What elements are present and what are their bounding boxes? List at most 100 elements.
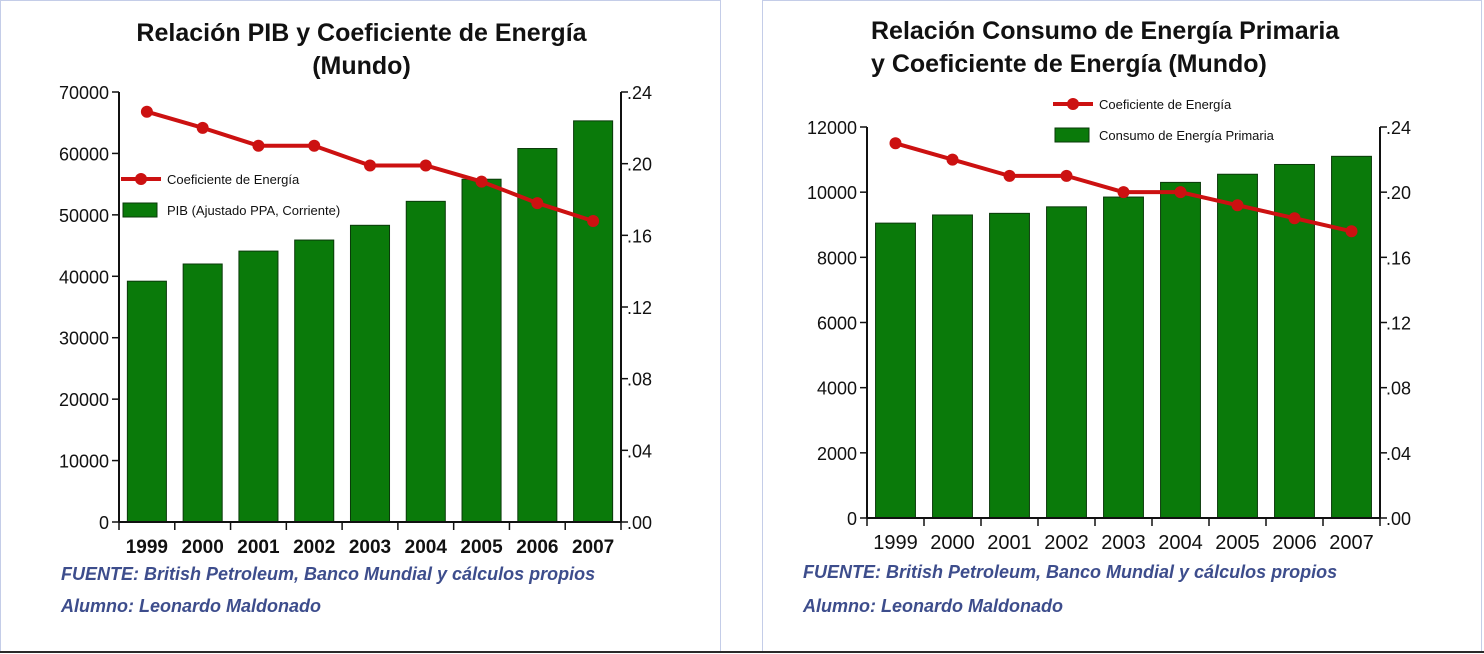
y-left-tick-label: 8000 — [817, 248, 857, 268]
source-note: FUENTE: British Petroleum, Banco Mundial… — [61, 564, 596, 584]
legend-label-line: Coeficiente de Energía — [1099, 97, 1232, 112]
legend-line-marker — [1067, 98, 1079, 110]
bar — [932, 214, 973, 519]
bar — [989, 212, 1030, 519]
y-right-tick-label: .04 — [627, 441, 652, 461]
x-tick-label: 2001 — [987, 532, 1032, 554]
y-right-tick-label: .00 — [627, 513, 652, 533]
bar — [1217, 173, 1258, 519]
bar — [182, 263, 223, 523]
bar — [349, 224, 391, 523]
y-left-tick-label: 0 — [99, 513, 109, 533]
chart-title-line-2: (Mundo) — [312, 52, 411, 80]
x-tick-label: 2007 — [572, 537, 614, 558]
bar — [573, 120, 614, 523]
coeficiente-point — [1003, 169, 1016, 182]
x-tick-label: 2004 — [1158, 532, 1203, 554]
bar — [126, 280, 167, 523]
coeficiente-point — [889, 137, 902, 150]
x-tick-label: 2005 — [1215, 532, 1260, 554]
coeficiente-point — [1174, 186, 1187, 199]
bar — [1046, 206, 1087, 519]
legend-bar-swatch — [1054, 127, 1090, 143]
chart-panel-consumo: Relación Consumo de Energía Primaria y C… — [762, 0, 1482, 652]
bar — [1103, 196, 1144, 519]
bottom-border — [0, 651, 1484, 653]
author-note: Alumno: Leonardo Maldonado — [803, 596, 1063, 616]
chart-title-line-2: y Coeficiente de Energía (Mundo) — [871, 50, 1267, 78]
x-tick-label: 2005 — [460, 537, 503, 558]
y-left-tick-label: 30000 — [59, 329, 109, 349]
y-left-tick-label: 2000 — [817, 444, 857, 464]
bar — [875, 222, 916, 519]
x-tick-label: 2000 — [182, 537, 224, 558]
x-tick-label: 2003 — [349, 537, 391, 558]
pib-energy-chart: 0 10000 20000 30000 40000 50000 60000 70000 .00.… — [59, 83, 652, 558]
coeficiente-point — [419, 159, 432, 172]
coeficiente-point — [364, 159, 376, 172]
y-left-tick-label: 20000 — [59, 390, 109, 410]
coeficiente-point — [252, 139, 265, 152]
chart-title: Relación Consumo de Energía Primaria y C… — [871, 15, 1339, 81]
y-right-tick-label: .16 — [627, 226, 652, 246]
x-tick-label: 2003 — [1101, 532, 1146, 554]
coeficiente-point — [1288, 212, 1301, 225]
coeficiente-point — [1345, 225, 1358, 238]
coeficiente-point — [1060, 169, 1073, 182]
y-right-tick-label: .20 — [1386, 183, 1411, 203]
coeficiente-point — [196, 121, 209, 134]
y-right-tick-label: .24 — [627, 83, 652, 103]
coeficiente-point — [587, 215, 600, 227]
chart-title: Relación PIB y Coeficiente de Energía (M… — [1, 17, 722, 83]
y-left-tick-label: 70000 — [59, 83, 109, 103]
y-left-tick-label: 10000 — [59, 452, 109, 472]
x-tick-label: 2006 — [516, 537, 558, 558]
x-tick-label: 1999 — [126, 537, 168, 558]
x-tick-label: 2001 — [237, 537, 280, 558]
y-left-tick-label: 40000 — [59, 267, 109, 287]
x-tick-label: 2002 — [1044, 532, 1089, 554]
y-right-tick-label: .24 — [1386, 118, 1411, 138]
y-left-tick-label: 50000 — [59, 206, 109, 226]
y-left-tick-label: 12000 — [807, 118, 857, 138]
bar — [1331, 155, 1372, 519]
coeficiente-point — [946, 153, 959, 166]
source-note: FUENTE: British Petroleum, Banco Mundial… — [803, 562, 1338, 582]
coeficiente-point — [1117, 186, 1130, 199]
y-right-tick-label: .12 — [627, 298, 652, 318]
y-left-tick-label: 6000 — [817, 314, 857, 334]
y-left-tick-label: 10000 — [807, 183, 857, 203]
bar — [238, 250, 279, 523]
x-tick-label: 2006 — [1272, 532, 1317, 554]
y-right-tick-label: .08 — [627, 370, 652, 390]
consumo-energy-chart: 0 2000 4000 6000 8000 10000 12000 .00 .04 .08 .12.… — [807, 97, 1411, 554]
coeficiente-point — [308, 139, 321, 152]
x-tick-label: 2004 — [405, 537, 448, 558]
y-right-tick-label: .04 — [1386, 444, 1411, 464]
legend-line-marker — [135, 173, 147, 185]
legend-label-bar: Consumo de Energía Primaria — [1099, 128, 1275, 143]
coeficiente-point — [531, 197, 544, 210]
bar — [1160, 181, 1201, 519]
x-tick-label: 2007 — [1329, 532, 1374, 554]
bar — [405, 200, 446, 523]
coeficiente-point — [140, 105, 153, 118]
y-right-tick-label: .00 — [1386, 509, 1411, 529]
chart-title-line-1: Relación Consumo de Energía Primaria — [871, 17, 1340, 45]
y-left-tick-label: 60000 — [59, 144, 109, 164]
bar — [461, 178, 502, 523]
y-right-tick-label: .12 — [1386, 314, 1411, 334]
bar — [294, 239, 335, 523]
author-note: Alumno: Leonardo Maldonado — [61, 596, 321, 616]
x-tick-label: 2000 — [930, 532, 975, 554]
legend-label-line: Coeficiente de Energía — [167, 172, 300, 187]
y-right-tick-label: .20 — [627, 155, 652, 175]
y-left-tick-label: 4000 — [817, 379, 857, 399]
y-right-tick-label: .16 — [1386, 248, 1411, 268]
chart-title-line-1: Relación PIB y Coeficiente de Energía — [136, 19, 587, 47]
coeficiente-point — [1231, 199, 1244, 212]
x-tick-label: 2002 — [293, 537, 335, 558]
coeficiente-point — [475, 175, 488, 188]
y-left-tick-label: 0 — [847, 509, 857, 529]
legend-label-bar: PIB (Ajustado PPA, Corriente) — [167, 203, 340, 218]
